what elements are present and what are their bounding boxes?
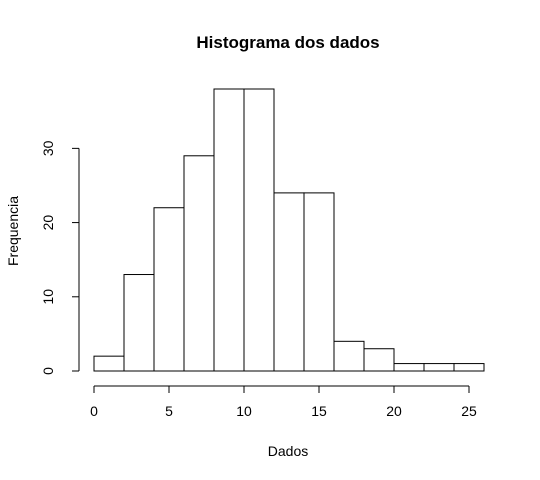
x-tick-label-3: 15	[311, 403, 327, 419]
histogram-bar-3	[183, 155, 215, 372]
x-tick-label-2: 10	[236, 403, 252, 419]
histogram-bar-0	[93, 355, 125, 372]
histogram-bar-8	[333, 340, 365, 372]
histogram-bar-1	[123, 274, 155, 372]
y-tick-label-2: 20	[40, 215, 56, 231]
x-tick-label-5: 25	[461, 403, 477, 419]
y-axis: 0 10 20 30	[40, 140, 80, 375]
chart-title: Histograma dos dados	[196, 33, 379, 52]
y-tick-label-3: 30	[40, 140, 56, 156]
histogram-bar-5	[243, 88, 275, 372]
histogram-bar-12	[453, 363, 485, 372]
histogram-bar-9	[363, 348, 395, 372]
y-tick-label-0: 0	[40, 367, 56, 375]
histogram-bar-10	[393, 363, 425, 372]
x-tick-label-0: 0	[90, 403, 98, 419]
histogram-bar-4	[213, 88, 245, 372]
histogram-bar-6	[273, 192, 305, 372]
x-tick-label-4: 20	[386, 403, 402, 419]
x-axis: 0 5 10 15 20 25	[90, 385, 477, 419]
histogram-bar-7	[303, 192, 335, 372]
y-axis-label: Frequencia	[5, 196, 21, 266]
bars-group	[93, 88, 485, 372]
histogram-bar-2	[153, 207, 185, 372]
y-tick-label-1: 10	[40, 289, 56, 305]
x-tick-label-1: 5	[165, 403, 173, 419]
x-axis-label: Dados	[268, 443, 308, 459]
histogram-bar-11	[423, 363, 455, 372]
